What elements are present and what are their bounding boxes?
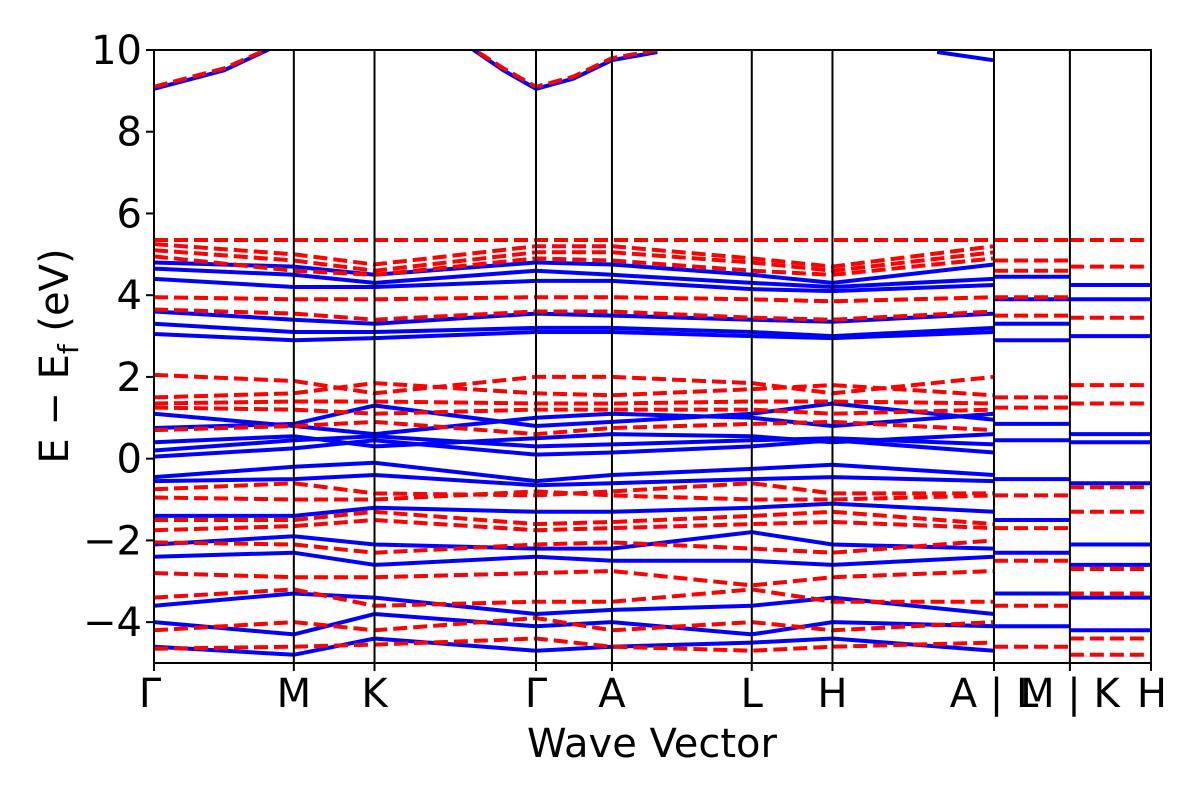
band-line [154,307,995,322]
y-axis-ticks: −4 −2 0 2 4 6 8 10 [83,28,154,646]
x-axis-ticks: Γ M K Γ A L H A | LM | K H [139,663,1167,717]
band-line [154,50,271,89]
band-line [154,372,995,396]
y-tick-label: 4 [117,273,142,319]
x-tick-label: Γ [139,671,162,717]
band-line [154,472,995,488]
x-tick-label: K [361,671,389,717]
band-line [154,434,995,453]
band-line [154,460,995,484]
band-line [154,509,995,527]
band-line [154,401,995,430]
band-line [154,321,995,339]
band-line [154,501,995,518]
y-axis-label-unit: (eV) [32,248,78,344]
x-tick-label: A | L [950,671,1039,717]
series-solid [154,50,1151,657]
y-tick-label: 10 [91,28,142,74]
x-tick-label: M [277,671,312,717]
band-line [154,330,995,343]
y-axis-label-subscript: f [52,343,85,354]
band-line [154,636,995,653]
y-tick-label: 0 [117,437,142,483]
band-line [154,242,995,269]
band-line [154,438,995,459]
series-dashed [154,50,1151,657]
band-line [154,309,995,326]
band-line [154,530,995,551]
x-tick-label: M | K [1020,671,1121,717]
band-line [154,295,995,304]
plot-frame [153,49,1152,664]
band-line [154,587,994,608]
band-line [154,266,995,290]
y-tick-label: 6 [117,191,142,237]
band-line [154,405,995,416]
x-axis-label: Wave Vector [527,721,778,767]
x-tick-label: Γ [525,671,548,717]
k-point-lines [292,50,1071,663]
x-tick-label: L [741,671,764,717]
band-line [154,636,995,657]
band-line [936,50,994,63]
band-line [154,276,995,294]
band-line [154,538,995,555]
y-tick-label: 2 [117,355,142,401]
y-axis-label-main: E − E [32,354,78,464]
x-tick-label: H [817,671,847,717]
band-line [154,399,995,406]
x-tick-label: A [598,671,626,717]
band-line [154,248,995,273]
band-line [154,568,995,588]
band-line [154,615,995,633]
band-line [154,411,995,437]
y-tick-label: −2 [83,518,142,564]
x-tick-label: H [1137,671,1167,717]
band-line [154,381,995,400]
y-axis-label: E − Ef (eV) [32,248,85,463]
y-tick-label: −4 [83,600,142,646]
band-line [154,254,995,277]
band-line [154,489,995,502]
bands-layer [154,50,1151,657]
band-line [154,591,995,617]
band-line [154,260,995,285]
band-line [470,50,658,89]
band-line [154,517,995,533]
band-line [154,419,995,437]
y-tick-label: 8 [117,110,142,156]
band-line [154,550,995,567]
